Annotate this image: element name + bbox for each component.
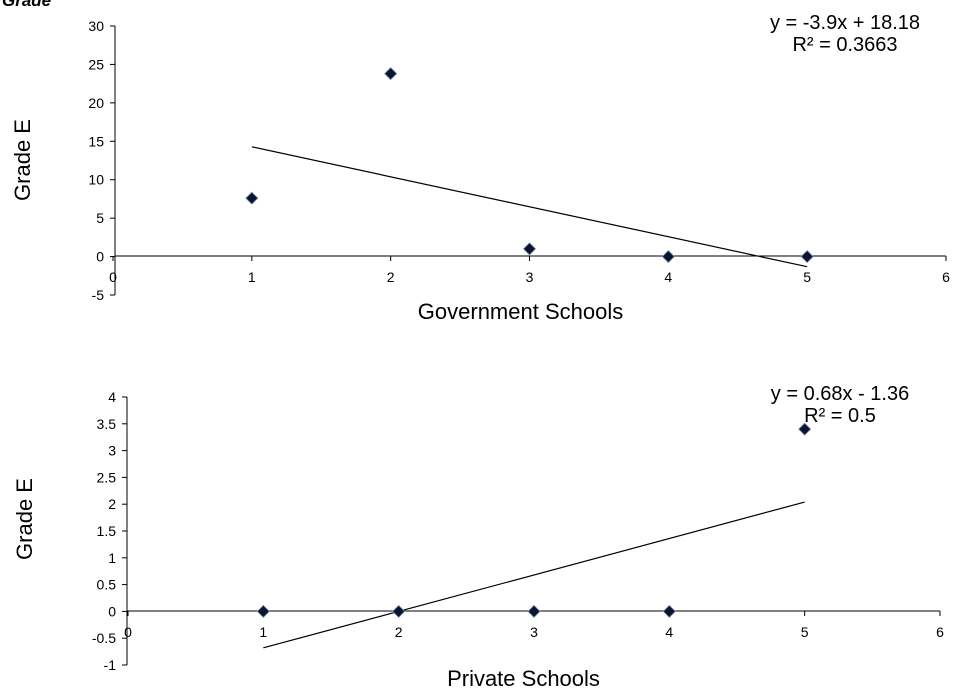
y-tick-label: -1 (104, 657, 117, 673)
data-point (661, 250, 675, 264)
y-tick-label: 4 (108, 389, 116, 405)
data-point (527, 604, 541, 618)
r-squared-label: R² = 0.5 (804, 405, 876, 427)
y-tick-label: -0.5 (92, 630, 116, 646)
y-tick-label: 1.5 (97, 523, 117, 539)
x-tick-label: 0 (124, 624, 132, 640)
y-tick-label: 2 (108, 496, 116, 512)
trendline (263, 501, 805, 649)
y-tick-label: 10 (88, 172, 104, 188)
y-tick-label: 30 (88, 18, 104, 34)
y-axis-title: Grade E (12, 478, 37, 560)
y-tick-label: 0 (108, 603, 116, 619)
data-point (256, 604, 270, 618)
trendline-equation: y = 0.68x - 1.36 (771, 383, 909, 405)
x-tick-label: 1 (248, 269, 256, 285)
y-tick-label: 25 (88, 56, 104, 72)
y-tick-label: 0.5 (97, 577, 117, 593)
trendline-equation: y = -3.9x + 18.18 (770, 12, 920, 34)
x-tick-label: 3 (530, 624, 538, 640)
chart-panel-private: -1 -0.5 0 0.5 1 1.5 2 2.5 3 3.5 4 0 1 2 3 4 5 6 Private Sc… (12, 383, 944, 691)
x-tick-label: 3 (526, 269, 534, 285)
y-tick-label: 2.5 (97, 469, 117, 485)
y-axis-title: Grade E (10, 119, 35, 201)
x-tick-label: 4 (664, 269, 672, 285)
data-point (392, 604, 406, 618)
x-tick-label: 6 (942, 269, 950, 285)
x-axis-title: Private Schools (447, 666, 600, 690)
x-tick-label: 2 (395, 624, 403, 640)
data-point (522, 242, 537, 256)
data-point (384, 67, 398, 81)
y-tick-label: 5 (96, 210, 104, 226)
y-tick-label: 15 (88, 133, 104, 149)
trendline (251, 146, 808, 268)
y-tick-label: -5 (92, 287, 105, 303)
data-point (662, 604, 676, 618)
y-tick-label: 3.5 (97, 416, 117, 432)
data-point (798, 422, 812, 436)
r-squared-label: R² = 0.3663 (792, 34, 897, 56)
x-tick-label: 1 (259, 624, 267, 640)
y-tick-label: 20 (88, 95, 104, 111)
data-point (245, 191, 259, 205)
corner-label: Grade (2, 0, 51, 10)
x-axis-title: Government Schools (418, 299, 623, 324)
x-tick-label: 6 (936, 624, 944, 640)
y-tick-label: 0 (96, 249, 104, 265)
x-tick-label: 2 (387, 269, 395, 285)
x-tick-label: 5 (803, 269, 811, 285)
y-tick-label: 1 (108, 550, 116, 566)
x-tick-label: 5 (801, 624, 809, 640)
x-tick-label: 4 (665, 624, 673, 640)
x-tick-label: 0 (109, 269, 117, 285)
data-point (800, 250, 814, 264)
y-tick-label: 3 (108, 443, 116, 459)
